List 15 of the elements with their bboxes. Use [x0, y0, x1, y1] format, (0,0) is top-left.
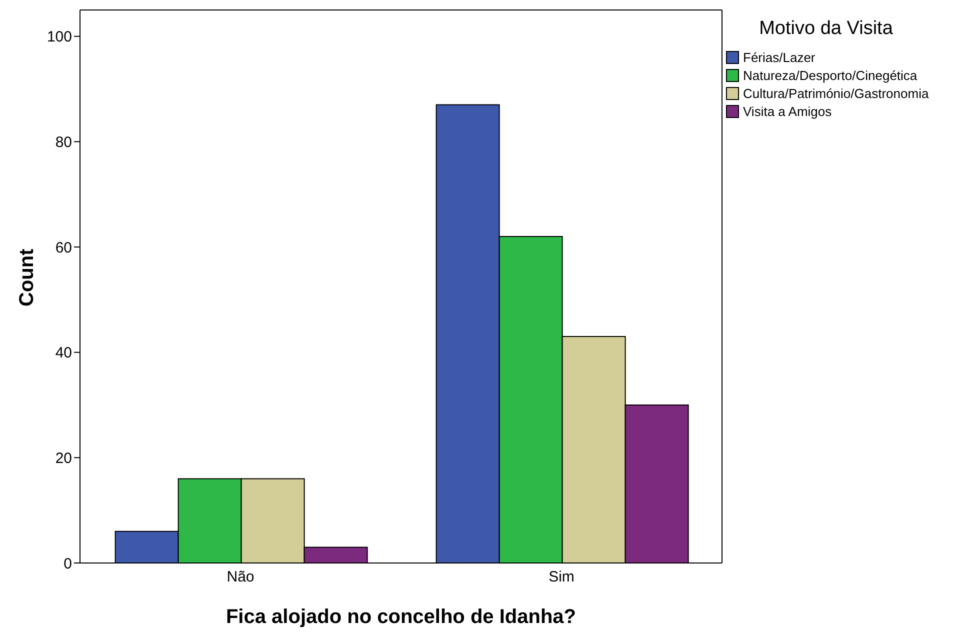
y-tick-label: 20	[55, 450, 72, 467]
legend-label: Natureza/Desporto/Cinegética	[743, 68, 918, 82]
y-tick-label: 80	[55, 134, 72, 151]
x-tick-label: Não	[226, 568, 254, 586]
y-tick-label: 40	[55, 344, 72, 362]
legend-label: Cultura/Património/Gastronomia	[743, 86, 929, 100]
legend-label: Férias/Lazer	[743, 50, 816, 64]
legend-label: Visita a Amigos	[743, 104, 832, 118]
x-axis-title: Fica alojado no concelho de Idanha?	[226, 606, 576, 628]
legend-title: Motivo da Visita	[758, 18, 894, 40]
x-tick-label: Sim	[548, 568, 574, 586]
y-tick-label: 100	[46, 28, 72, 46]
y-axis-title: Count	[16, 248, 38, 306]
y-tick-label: 60	[55, 239, 72, 256]
y-tick-label: 0	[64, 555, 72, 572]
